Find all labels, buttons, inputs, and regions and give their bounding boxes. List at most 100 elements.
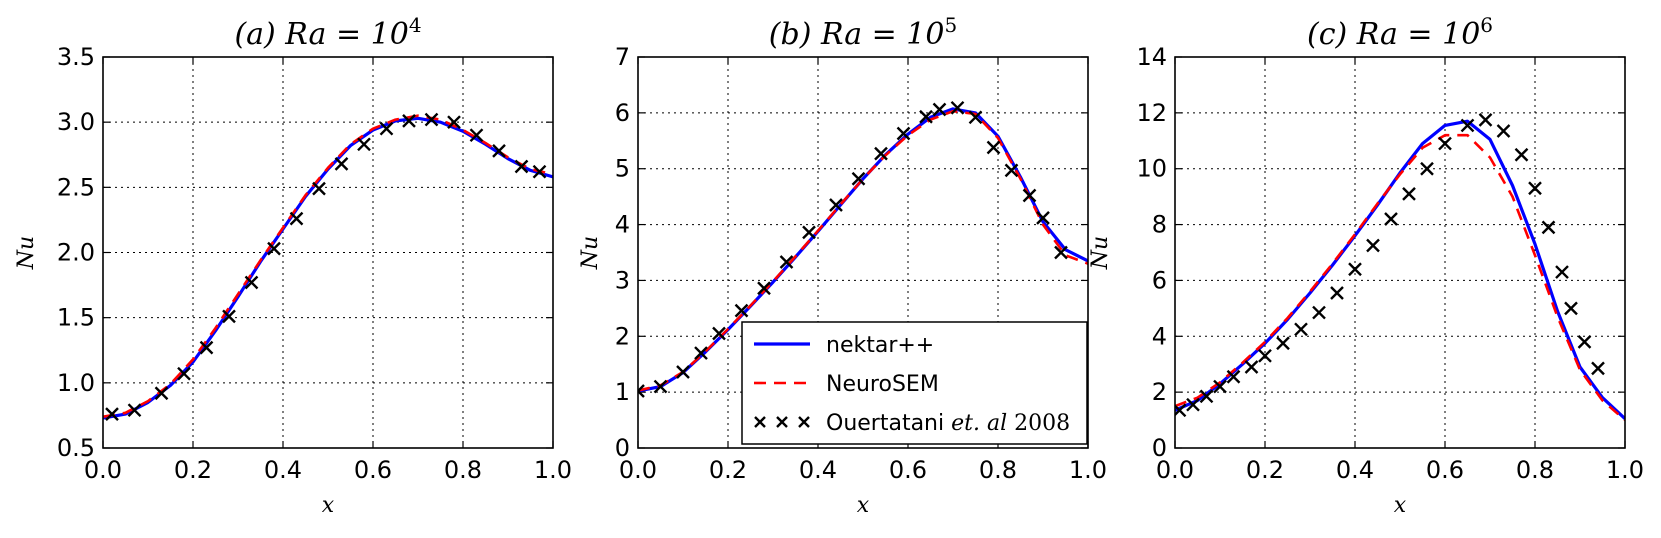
legend-label-nektar: nektar++ bbox=[826, 333, 934, 358]
panel-c-ouertatani-point bbox=[1294, 322, 1308, 337]
panel-c-xtick-label: 1.0 bbox=[1606, 456, 1644, 484]
legend-ouertatani-marker bbox=[798, 416, 810, 428]
panel-a-xtick-label: 0.2 bbox=[174, 456, 212, 484]
panel-a-ytick-label: 2.5 bbox=[57, 173, 95, 201]
panel-c-xtick-label: 0.0 bbox=[1156, 456, 1194, 484]
panel-b-ouertatani-point bbox=[950, 100, 965, 115]
panel-b-ouertatani-point bbox=[829, 198, 843, 212]
panel-b-ouertatani-point bbox=[757, 281, 771, 296]
panel-a-ytick-label: 1.5 bbox=[57, 304, 95, 332]
panel-c-title: (c) Ra = 106 bbox=[1307, 13, 1493, 52]
panel-a-xlabel: x bbox=[322, 493, 335, 518]
panel-a-ouertatani-point bbox=[177, 366, 191, 381]
panel-b-ouertatani-point bbox=[1022, 188, 1037, 203]
panel-b-title: (b) Ra = 105 bbox=[769, 13, 957, 52]
panel-c-ouertatani-point bbox=[1244, 360, 1259, 374]
panel-a-ouertatani-point bbox=[402, 114, 416, 128]
panel-b-neurosem-line bbox=[638, 109, 1088, 392]
panel-c-ouertatani-point bbox=[1438, 136, 1452, 151]
panel-c-ouertatani-point bbox=[1591, 361, 1605, 376]
panel-b-ytick-label: 6 bbox=[615, 99, 630, 127]
panel-b-ouertatani-point bbox=[779, 255, 794, 269]
panel-b-ytick-label: 1 bbox=[615, 378, 630, 406]
panel-c-ytick-label: 4 bbox=[1152, 322, 1167, 350]
panel-c-ouertatani-point bbox=[1420, 161, 1434, 176]
panel-b-ouertatani-point bbox=[968, 110, 983, 125]
panel-b-ouertatani-point bbox=[896, 126, 911, 141]
panel-a-nektar-line bbox=[103, 116, 553, 420]
panel-a-ouertatani-point bbox=[469, 128, 484, 143]
panel-b-ytick-label: 2 bbox=[615, 322, 630, 350]
panel-a-ouertatani-point bbox=[105, 407, 119, 421]
panel-b-ylabel: Nu bbox=[578, 236, 603, 270]
panel-c-ouertatani-point bbox=[1460, 118, 1475, 133]
panel-b-xlabel: x bbox=[857, 493, 870, 518]
legend-label-neurosem: NeuroSEM bbox=[826, 372, 939, 397]
panel-c-ytick-label: 12 bbox=[1136, 99, 1167, 127]
panel-c-ouertatani-point bbox=[1312, 305, 1326, 320]
panel-c-ylabel: Nu bbox=[1088, 236, 1113, 270]
panel-a-ouertatani-point bbox=[424, 112, 439, 127]
panel-a-series-group bbox=[103, 112, 553, 421]
panel-c-ouertatani-point bbox=[1541, 220, 1556, 235]
panel-a-ouertatani-point bbox=[514, 159, 529, 174]
panel-c-series-group bbox=[1175, 112, 1625, 422]
panel-a-xtick-label: 0.0 bbox=[84, 456, 122, 484]
panel-a-ouertatani-point bbox=[154, 386, 169, 401]
panel-a-ouertatani-point bbox=[357, 137, 371, 152]
panel-a-ouertatani-point bbox=[289, 211, 304, 226]
panel-a-xtick-label: 0.6 bbox=[354, 456, 392, 484]
panel-c-ouertatani-point bbox=[1186, 397, 1200, 412]
panel-a-ouertatani-point bbox=[267, 241, 281, 256]
panel-c-ytick-label: 0 bbox=[1152, 434, 1167, 462]
panel-c-ouertatani-point bbox=[1496, 124, 1511, 138]
panel-a-frame bbox=[102, 56, 554, 449]
panel-b: 0.0 0.2 0.4 0.6 0.8 1.0 0 1 2 3 4 5 6 7 (b) Ra = 105 x N… bbox=[578, 13, 1107, 518]
panel-c-ouertatani-point bbox=[1330, 286, 1344, 300]
panel-c-frame bbox=[1174, 56, 1626, 449]
panel-a-ytick-label: 1.0 bbox=[57, 369, 95, 397]
panel-a-ouertatani-point bbox=[199, 340, 214, 355]
panel-c-ouertatani-point bbox=[1258, 348, 1272, 363]
panel-c-xtick-label: 0.4 bbox=[1336, 456, 1374, 484]
panel-a-ylabel: Nu bbox=[14, 236, 39, 270]
panel-a-ouertatani-point bbox=[244, 275, 259, 290]
legend: nektar++ NeuroSEM Ouertatani et. al 2008 bbox=[741, 321, 1088, 445]
panel-c-ouertatani-point bbox=[1348, 262, 1362, 277]
panel-b-xtick-label: 0.2 bbox=[709, 456, 747, 484]
panel-b-ouertatani-point bbox=[919, 109, 933, 124]
panel-a-neurosem-line bbox=[103, 114, 553, 418]
panel-c-xtick-label: 0.8 bbox=[1516, 456, 1554, 484]
panel-c-ouertatani-point bbox=[1276, 336, 1290, 351]
panel-c-ouertatani-point bbox=[1199, 389, 1214, 404]
panel-b-ytick-label: 4 bbox=[615, 211, 630, 239]
panel-a-xtick-label: 0.4 bbox=[264, 456, 302, 484]
panel-b-ouertatani-point bbox=[851, 171, 866, 186]
panel-c-nektar-line bbox=[1175, 119, 1625, 420]
legend-label-ouertatani: Ouertatani et. al 2008 bbox=[826, 411, 1070, 436]
panel-a: 0.0 0.2 0.4 0.6 0.8 1.0 0.5 1.0 1.5 2.0 2.5 3.0 3.5 (… bbox=[14, 13, 572, 518]
panel-c: 0.0 0.2 0.4 0.6 0.8 1.0 0 2 4 6 8 10 12 14 (c) Ra = 10… bbox=[1088, 13, 1644, 518]
panel-b-ouertatani-point bbox=[653, 379, 668, 394]
panel-c-xtick-label: 0.2 bbox=[1246, 456, 1284, 484]
panel-a-ouertatani-point bbox=[334, 157, 349, 171]
panel-b-xtick-label: 0.0 bbox=[619, 456, 657, 484]
panel-c-ytick-label: 2 bbox=[1152, 378, 1167, 406]
panel-c-ouertatani-point bbox=[1564, 301, 1578, 316]
panel-c-ytick-label: 6 bbox=[1152, 266, 1167, 294]
panel-b-xtick-label: 0.8 bbox=[979, 456, 1017, 484]
panel-c-ytick-label: 14 bbox=[1136, 43, 1167, 71]
panel-c-neurosem-line bbox=[1175, 133, 1625, 422]
panel-c-ouertatani-point bbox=[1226, 369, 1241, 384]
panel-c-ouertatani-point bbox=[1577, 335, 1592, 349]
panel-b-ouertatani-point bbox=[1054, 245, 1068, 260]
panel-b-ouertatani-point bbox=[874, 146, 888, 161]
panel-c-ouertatani-point bbox=[1478, 112, 1493, 127]
panel-a-title: (a) Ra = 104 bbox=[234, 13, 421, 52]
panel-b-series-group bbox=[638, 100, 1088, 398]
panel-b-ouertatani-point bbox=[734, 303, 749, 318]
panel-b-xtick-label: 1.0 bbox=[1069, 456, 1107, 484]
panel-a-ytick-label: 3.0 bbox=[57, 108, 95, 136]
panel-a-ytick-label: 2.0 bbox=[57, 239, 95, 267]
